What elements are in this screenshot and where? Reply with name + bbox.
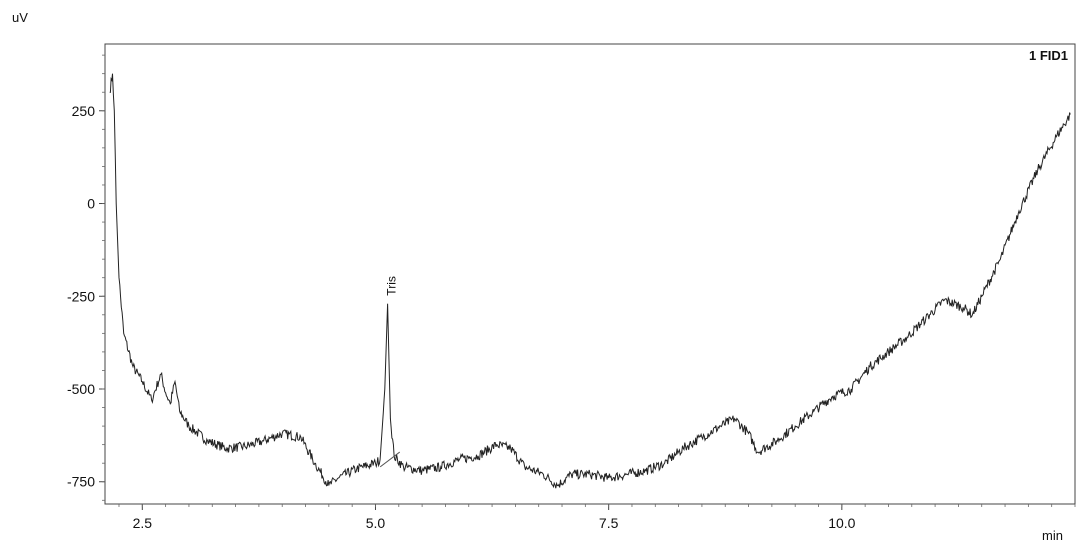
- x-tick-label: 5.0: [366, 515, 386, 531]
- y-tick-label: 0: [87, 196, 95, 212]
- y-tick-label: -500: [67, 381, 95, 397]
- peak-label-tris: Tris: [385, 276, 399, 296]
- y-axis: 250 0 -250 -500 -750: [67, 103, 105, 490]
- x-axis: 2.5 5.0 7.5 10.0: [133, 504, 856, 531]
- peak-baseline: [379, 451, 401, 468]
- y-tick-label: -750: [67, 474, 95, 490]
- y-tick-label: -250: [67, 288, 95, 304]
- y-axis-unit-label: uV: [12, 10, 28, 25]
- plot-frame: [104, 43, 1076, 505]
- trace-label: 1 FID1: [1029, 48, 1068, 63]
- y-tick-label: 250: [72, 103, 96, 119]
- x-tick-label: 10.0: [828, 515, 855, 531]
- series-line-fid1: [109, 73, 1071, 489]
- minor-ticks: [102, 54, 1076, 507]
- x-tick-label: 2.5: [133, 515, 153, 531]
- x-tick-label: 7.5: [599, 515, 619, 531]
- x-axis-unit-label: min: [1042, 528, 1063, 543]
